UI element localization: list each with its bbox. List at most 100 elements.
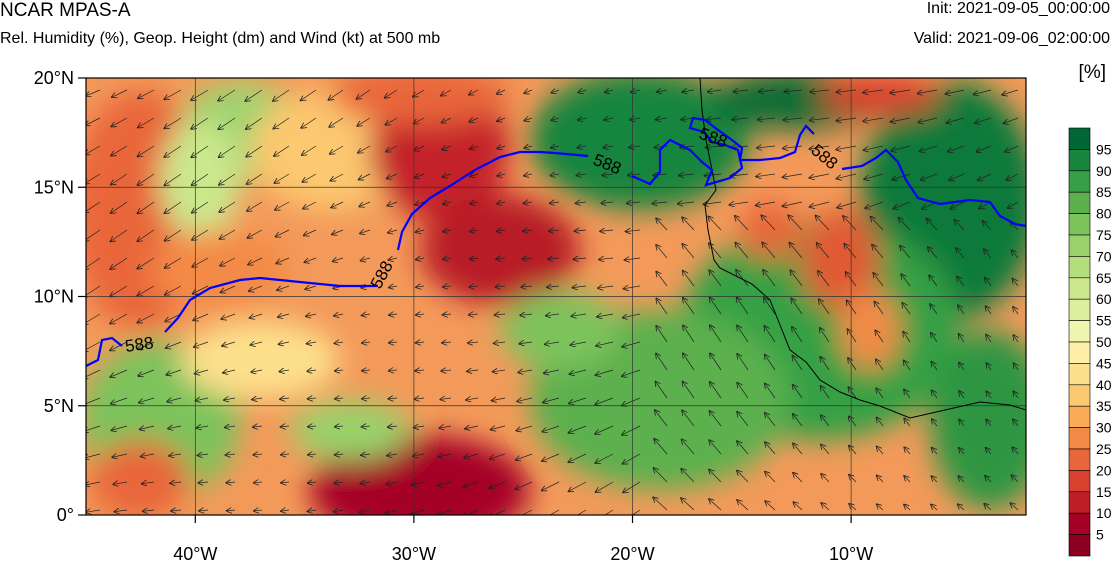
wind-arrow <box>443 202 452 204</box>
wind-arrow <box>86 341 101 351</box>
wind-arrow <box>550 202 560 203</box>
colorbar-segment <box>1068 170 1091 193</box>
wind-arrow <box>810 118 830 120</box>
wind-arrow <box>165 257 182 268</box>
wind-arrow <box>415 174 425 178</box>
wind-arrow <box>138 201 155 213</box>
wind-arrow <box>221 313 236 319</box>
wind-arrow <box>416 258 425 260</box>
wind-arrow <box>683 325 695 343</box>
wind-arrow <box>362 398 371 399</box>
wind-arrow <box>876 388 884 399</box>
colorbar-segment <box>1068 256 1091 279</box>
colorbar-label: 70 <box>1096 248 1112 264</box>
wind-arrow <box>275 201 290 210</box>
wind-arrow <box>469 118 479 122</box>
wind-arrow <box>522 258 533 259</box>
colorbar-segment <box>1068 277 1091 300</box>
wind-arrow <box>656 218 668 231</box>
wind-arrow <box>333 258 344 261</box>
colorbar-label: 85 <box>1096 184 1112 200</box>
wind-arrow <box>545 342 560 344</box>
wind-arrow <box>872 245 884 259</box>
wind-arrow <box>932 419 938 427</box>
wind-arrow <box>166 369 182 375</box>
lat-tick-label: 20°N <box>34 68 74 88</box>
wind-arrow <box>191 89 209 100</box>
wind-arrow <box>597 314 614 317</box>
wind-arrow <box>301 117 317 128</box>
wind-arrow <box>276 229 290 237</box>
wind-arrow <box>254 510 263 511</box>
wind-arrow <box>302 145 317 155</box>
wind-arrow <box>191 145 209 157</box>
wind-arrow <box>919 145 938 151</box>
colorbar-segment <box>1068 341 1091 364</box>
wind-arrow <box>361 258 371 261</box>
wind-arrow <box>959 363 965 371</box>
wind-arrow <box>86 173 101 184</box>
wind-arrow <box>622 425 641 435</box>
wind-arrow <box>86 482 101 485</box>
wind-arrow <box>388 398 398 399</box>
wind-arrow <box>414 145 425 151</box>
wind-arrow <box>821 445 830 455</box>
wind-arrow <box>137 257 155 269</box>
wind-arrow <box>595 453 614 463</box>
wind-arrow <box>413 454 425 456</box>
wind-arrow <box>307 342 317 344</box>
wind-arrow <box>248 257 263 265</box>
wind-arrow <box>441 370 452 371</box>
map-subtitle: Rel. Humidity (%), Geop. Height (dm) and… <box>0 30 441 47</box>
wind-arrow <box>110 341 128 350</box>
wind-arrow <box>362 314 371 315</box>
wind-arrow <box>737 441 749 455</box>
wind-arrow <box>732 118 749 120</box>
wind-arrow <box>682 410 695 427</box>
wind-arrow <box>595 425 614 434</box>
wind-arrow <box>273 117 290 129</box>
wind-arrow <box>788 215 803 231</box>
wind-arrow <box>1011 475 1019 483</box>
wind-arrow <box>710 298 722 315</box>
wind-arrow <box>568 453 587 462</box>
wind-arrow <box>737 383 749 399</box>
wind-arrow <box>497 230 506 231</box>
wind-arrow <box>385 89 398 98</box>
wind-arrow <box>821 386 830 399</box>
wind-arrow <box>863 118 884 121</box>
wind-arrow <box>497 90 506 94</box>
wind-arrow <box>707 118 722 120</box>
wind-arrow <box>1008 201 1019 208</box>
wind-arrow <box>166 341 182 348</box>
wind-arrow <box>793 473 803 483</box>
wind-arrow <box>112 454 128 457</box>
wind-arrow <box>624 286 641 289</box>
wind-arrow <box>1012 447 1019 455</box>
wind-arrow <box>248 229 263 238</box>
wind-arrow <box>877 447 884 455</box>
wind-arrow <box>904 390 911 399</box>
wind-arrow <box>218 117 236 129</box>
wind-arrow <box>279 370 290 372</box>
wind-arrow <box>413 89 425 97</box>
wind-arrow <box>596 481 614 492</box>
wind-arrow <box>622 341 641 347</box>
wind-arrow <box>86 117 101 125</box>
wind-arrow <box>810 201 830 207</box>
wind-arrow <box>416 314 425 315</box>
wind-arrow <box>1005 145 1019 152</box>
wind-arrow <box>683 382 695 399</box>
wind-arrow <box>164 117 182 128</box>
wind-arrow <box>335 342 344 343</box>
wind-arrow <box>681 498 695 511</box>
wind-arrow <box>489 509 506 515</box>
wind-arrow <box>281 482 290 483</box>
wind-arrow <box>844 244 857 259</box>
wind-arrow <box>357 89 371 99</box>
wind-arrow <box>709 499 722 511</box>
wind-arrow <box>86 453 101 458</box>
wind-arrow <box>596 369 614 375</box>
wind-arrow <box>443 258 452 259</box>
wind-arrow <box>596 341 614 346</box>
